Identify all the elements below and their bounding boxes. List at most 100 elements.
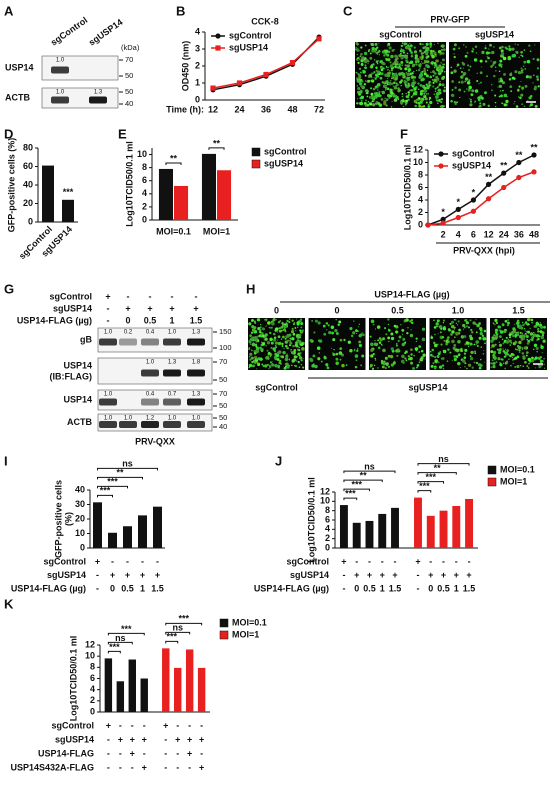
cell: [506, 362, 508, 364]
bar: [174, 667, 182, 712]
condition-value: +: [175, 734, 180, 744]
cell: [356, 59, 359, 62]
cell: [265, 356, 269, 360]
cell: [429, 104, 431, 107]
row-label: USP14: [63, 360, 92, 370]
cell: [415, 337, 418, 340]
cell: [428, 76, 430, 78]
cell: [439, 100, 443, 104]
cell: [422, 46, 426, 50]
x-tick-label: 24: [234, 104, 244, 114]
cell: [419, 357, 424, 362]
condition-value: +: [155, 570, 160, 580]
cell: [474, 101, 476, 103]
cell: [451, 360, 453, 362]
cell: [513, 103, 515, 105]
condition-label: USP14-FLAG (µg): [11, 583, 86, 593]
legend-label: MOI=1: [500, 476, 527, 486]
y-tick-label: 2: [418, 207, 423, 217]
cell: [418, 104, 422, 108]
panel-label: F: [400, 126, 408, 141]
cell: [385, 362, 389, 366]
cell: [464, 343, 467, 346]
cell: [441, 63, 444, 65]
cell: [508, 45, 511, 48]
cell: [269, 355, 272, 358]
cell: [264, 364, 268, 368]
cell: [404, 64, 407, 67]
condition-value: 1: [380, 583, 385, 593]
cell: [473, 361, 476, 364]
cell: [275, 345, 277, 347]
cell: [419, 49, 422, 53]
cell: [490, 65, 493, 68]
bar: [452, 506, 461, 548]
cell: [443, 70, 446, 73]
cell: [536, 58, 540, 62]
blot-band: [141, 369, 159, 377]
cell: [536, 67, 540, 70]
cell: [475, 331, 478, 334]
size-marker: 50: [219, 413, 227, 422]
cell: [498, 348, 502, 352]
cell: [411, 94, 414, 97]
cell: [403, 42, 407, 46]
cell: [274, 341, 279, 345]
cell: [356, 102, 359, 105]
panel-label: I: [4, 453, 8, 468]
cell: [279, 320, 282, 322]
cell: [298, 346, 300, 349]
cell: [505, 99, 509, 104]
cell: [413, 90, 415, 92]
cell: [368, 102, 373, 106]
cell: [397, 84, 399, 86]
cell: [424, 358, 426, 360]
cell: [499, 363, 503, 367]
cell: [425, 47, 429, 51]
cell: [289, 341, 293, 345]
cell: [299, 329, 302, 332]
significance-bracket: [417, 463, 470, 466]
cell: [487, 104, 490, 107]
cell: [251, 328, 256, 332]
cell: [510, 342, 513, 344]
cell: [495, 70, 497, 72]
band-ratio: 1.0: [56, 58, 65, 64]
cell: [358, 82, 363, 86]
cell: [384, 85, 386, 87]
condition-label: sgControl: [52, 720, 95, 730]
x-tick-label: 4: [456, 229, 461, 239]
condition-value: +: [130, 748, 135, 758]
x-tick-label: 36: [261, 104, 271, 114]
cell: [530, 103, 534, 107]
cell: [522, 365, 524, 367]
condition-value: +: [454, 570, 459, 580]
condition-value: -: [164, 734, 167, 744]
cell: [492, 353, 496, 358]
cell: [501, 64, 504, 66]
cell: [425, 60, 428, 64]
significance-bracket: [165, 622, 203, 626]
cell: [491, 50, 495, 55]
cell: [417, 82, 420, 85]
cell: [359, 90, 363, 94]
cell: [255, 345, 258, 348]
cell: [433, 341, 436, 345]
cell: [503, 93, 508, 98]
cell: [268, 326, 271, 329]
cell: [479, 81, 482, 84]
cell: [373, 71, 376, 74]
cell: [393, 48, 395, 51]
cell: [376, 62, 379, 65]
marker: [501, 170, 507, 176]
cell: [267, 351, 271, 355]
cell: [424, 97, 428, 101]
blot-band: [141, 398, 159, 406]
cell: [383, 67, 385, 70]
cell: [451, 80, 454, 83]
cell: [395, 349, 399, 353]
cell: [520, 67, 523, 70]
cell: [417, 88, 420, 91]
condition-value: -: [368, 556, 371, 566]
